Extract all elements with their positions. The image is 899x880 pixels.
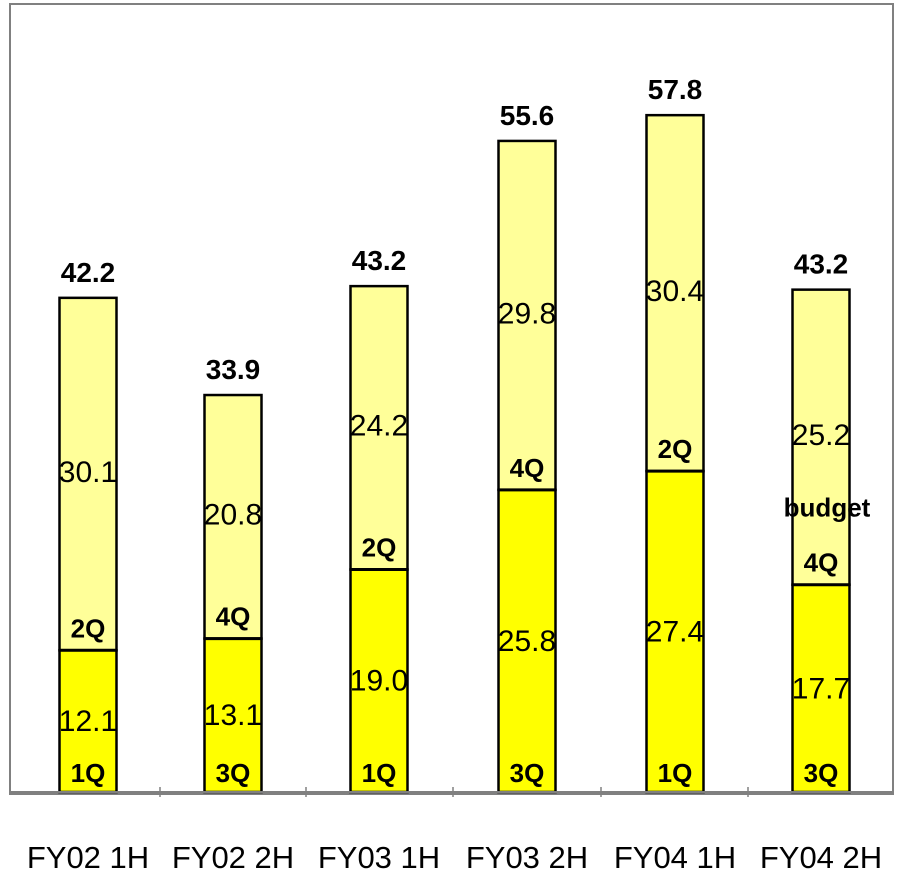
quarter-label-upper-1: 2Q bbox=[71, 613, 106, 643]
category-label-2: FY02 2H bbox=[172, 840, 294, 875]
category-label-4: FY03 2H bbox=[466, 840, 588, 875]
quarter-label-lower-5: 1Q bbox=[658, 758, 693, 788]
quarter-label-lower-2: 3Q bbox=[216, 758, 251, 788]
category-label-3: FY03 1H bbox=[318, 840, 440, 875]
plot-frame bbox=[9, 3, 894, 795]
value-label-lower-6: 17.7 bbox=[792, 672, 850, 705]
bar-lower-4 bbox=[497, 488, 557, 794]
total-label-6: 43.2 bbox=[794, 249, 849, 280]
value-label-lower-5: 27.4 bbox=[646, 615, 704, 648]
value-label-upper-5: 30.4 bbox=[646, 275, 704, 308]
category-label-5: FY04 1H bbox=[614, 840, 736, 875]
total-label-1: 42.2 bbox=[61, 257, 116, 288]
bar-lower-1 bbox=[58, 649, 118, 794]
quarter-label-lower-3: 1Q bbox=[362, 758, 397, 788]
value-label-upper-2: 20.8 bbox=[204, 499, 262, 532]
value-label-lower-2: 13.1 bbox=[204, 699, 262, 732]
quarter-label-upper-4: 4Q bbox=[510, 453, 545, 483]
category-label-6: FY04 2H bbox=[760, 840, 882, 875]
quarter-label-upper-6: 4Q bbox=[804, 548, 839, 578]
value-label-lower-4: 25.8 bbox=[498, 625, 556, 658]
value-label-upper-3: 24.2 bbox=[350, 410, 408, 443]
quarter-label-upper-2: 4Q bbox=[216, 602, 251, 632]
budget-annotation: budget bbox=[784, 493, 871, 523]
value-label-upper-6: 25.2 bbox=[792, 419, 850, 452]
total-label-4: 55.6 bbox=[500, 100, 555, 131]
quarter-label-lower-4: 3Q bbox=[510, 758, 545, 788]
bar-upper-4 bbox=[497, 139, 557, 492]
category-label-1: FY02 1H bbox=[27, 840, 149, 875]
bar-lower-3 bbox=[349, 568, 409, 794]
total-label-2: 33.9 bbox=[206, 354, 261, 385]
bar-upper-1 bbox=[58, 296, 118, 652]
total-label-5: 57.8 bbox=[648, 74, 703, 105]
quarter-label-upper-5: 2Q bbox=[658, 434, 693, 464]
bar-lower-6 bbox=[791, 583, 851, 794]
value-label-lower-3: 19.0 bbox=[350, 665, 408, 698]
value-label-upper-1: 30.1 bbox=[59, 456, 117, 489]
bar-upper-3 bbox=[349, 284, 409, 571]
bar-upper-5 bbox=[645, 113, 705, 473]
bars-layer: 12.1 30.1 1Q 2Q 42.2 FY02 1H 13.1 20.8 3Q 4Q 33.9 F… bbox=[27, 74, 882, 875]
quarter-label-upper-3: 2Q bbox=[362, 533, 397, 563]
quarter-label-lower-6: 3Q bbox=[804, 758, 839, 788]
total-label-3: 43.2 bbox=[352, 245, 407, 276]
quarter-label-lower-1: 1Q bbox=[71, 758, 106, 788]
value-label-upper-4: 29.8 bbox=[498, 297, 556, 330]
x-axis bbox=[10, 787, 893, 797]
value-label-lower-1: 12.1 bbox=[59, 705, 117, 738]
bar-upper-6 bbox=[791, 288, 851, 586]
